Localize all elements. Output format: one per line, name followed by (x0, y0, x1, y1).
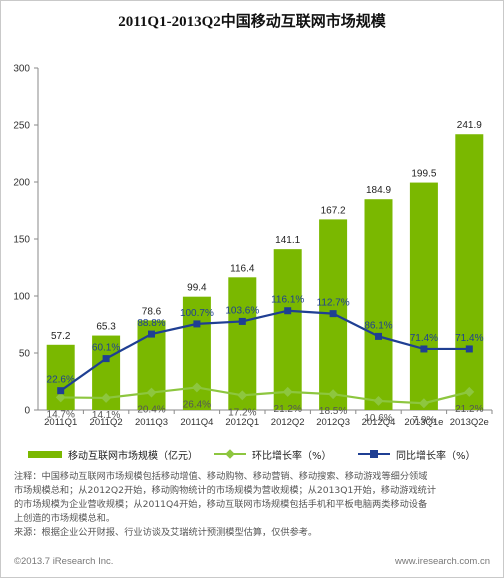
qoq-label: 26.4% (183, 399, 211, 410)
legend-bar-label: 移动互联网市场规模（亿元） (68, 450, 198, 462)
yoy-label: 100.7% (180, 308, 214, 319)
legend-qoq-label: 环比增长率（%） (252, 450, 332, 462)
yoy-label: 116.1% (271, 295, 304, 306)
legend-yoy-swatch (358, 448, 390, 460)
yoy-marker (329, 310, 337, 318)
yoy-label: 103.6% (225, 305, 259, 316)
yoy-label: 86.1% (364, 320, 392, 331)
yoy-line (60, 309, 470, 392)
yoy-label: 71.4% (455, 333, 483, 344)
legend-item-qoq: 环比增长率（%） (214, 445, 332, 463)
bar-value-label: 99.4 (187, 283, 207, 294)
x-tick-label: 2011Q2 (90, 417, 123, 428)
legend-bar-swatch (28, 450, 62, 458)
y-tick-label: 100 (13, 292, 30, 303)
bar-value-label: 57.2 (51, 331, 71, 342)
qoq-label: 14.7% (47, 409, 75, 420)
qoq-marker (237, 390, 248, 401)
qoq-label: 17.2% (228, 407, 256, 418)
yoy-marker (57, 387, 65, 395)
chart-title: 2011Q1-2013Q2中国移动互联网市场规模 (118, 14, 386, 30)
x-tick-label: 2012Q4 (362, 417, 396, 428)
qoq-marker (146, 387, 157, 398)
qoq-line (60, 386, 470, 405)
yoy-label: 112.7% (317, 298, 350, 309)
qoq-marker (191, 382, 202, 393)
bar-value-label: 78.6 (142, 306, 162, 317)
yoy-marker (148, 330, 155, 338)
chart-legend: 移动互联网市场规模（亿元） 环比增长率（%） 同比增长率（%） (28, 445, 498, 463)
y-tick-label: 150 (13, 235, 30, 246)
note-line: 注释：中国移动互联网市场规模包括移动增值、移动购物、移动营销、移动搜索、移动游戏… (14, 471, 428, 482)
y-tick-label: 200 (13, 178, 30, 189)
x-tick-label: 2012Q2 (271, 417, 305, 428)
x-tick-label: 2011Q4 (180, 417, 213, 428)
bar-value-label: 141.1 (275, 235, 300, 246)
qoq-label: 14.1% (92, 410, 120, 421)
qoq-label: 7.9% (413, 415, 436, 426)
yoy-marker (102, 355, 110, 363)
copyright-text: ©2013.7 iResearch Inc. (14, 556, 114, 567)
note-line: 上创造的市场规模总和。 (14, 513, 116, 524)
chart-notes: 注释：中国移动互联网市场规模包括移动增值、移动购物、移动营销、移动搜索、移动游戏… (14, 470, 498, 540)
yoy-marker (375, 332, 382, 340)
qoq-marker (373, 395, 384, 406)
bar (273, 249, 302, 410)
bar-value-label: 199.5 (411, 169, 436, 180)
bar-value-label: 65.3 (96, 322, 116, 333)
x-tick-label: 2011Q3 (135, 417, 168, 428)
note-line: 市场规模总和；从2012Q2开始，移动购物统计的市场规模为营收规模；从2013Q… (14, 485, 437, 496)
y-tick-label: 50 (19, 349, 31, 360)
bar-value-label: 116.4 (230, 263, 255, 274)
yoy-label: 22.6% (47, 375, 75, 386)
legend-yoy-label: 同比增长率（%） (396, 450, 476, 462)
yoy-label: 71.4% (410, 333, 438, 344)
qoq-label: 20.4% (137, 405, 165, 416)
qoq-marker (418, 398, 429, 409)
qoq-marker (282, 386, 293, 397)
qoq-marker (328, 389, 339, 400)
x-tick-label: 2011Q1 (44, 417, 77, 428)
qoq-label: 21.2% (274, 404, 302, 415)
website-text: www.iresearch.com.cn (394, 556, 490, 567)
y-tick-label: 250 (13, 121, 30, 132)
bar-value-label: 167.2 (321, 205, 346, 216)
qoq-marker (464, 386, 475, 397)
source-line: 来源：根据企业公开财报、行业访谈及艾瑞统计预测模型估算，仅供参考。 (14, 527, 318, 538)
yoy-marker (284, 307, 292, 315)
yoy-marker (465, 345, 473, 353)
y-tick-label: 300 (13, 64, 30, 75)
note-line: 的市场规模为企业营收规模；从2011Q4开始，移动互联网市场规模包括手机和平板电… (14, 499, 428, 510)
legend-item-yoy: 同比增长率（%） (358, 445, 476, 463)
yoy-marker (420, 345, 428, 353)
x-tick-label: 2012Q1 (225, 417, 259, 428)
bar (228, 277, 257, 410)
x-tick-label: 2013Q1e (404, 417, 443, 428)
qoq-label: 18.5% (319, 406, 347, 417)
yoy-marker (193, 320, 201, 328)
chart-plot: 0 50 100 150 200 250 300 57.2 2011Q1 65.3 2011Q2 78… (13, 64, 493, 428)
x-tick-label: 2013Q2e (450, 417, 489, 428)
bar (455, 134, 484, 410)
bar (364, 199, 393, 410)
legend-item-bar: 移动互联网市场规模（亿元） (28, 445, 198, 463)
legend-qoq-swatch (214, 448, 246, 460)
bar-value-label: 241.9 (457, 120, 482, 131)
bar (409, 182, 438, 410)
yoy-marker (238, 317, 246, 325)
bar-value-label: 184.9 (366, 185, 391, 196)
y-tick-label: 0 (24, 406, 30, 417)
yoy-label: 88.8% (137, 318, 165, 329)
x-tick-label: 2012Q3 (316, 417, 350, 428)
qoq-label: 21.2% (455, 404, 483, 415)
qoq-label: 10.6% (364, 413, 392, 424)
yoy-label: 60.1% (92, 343, 120, 354)
